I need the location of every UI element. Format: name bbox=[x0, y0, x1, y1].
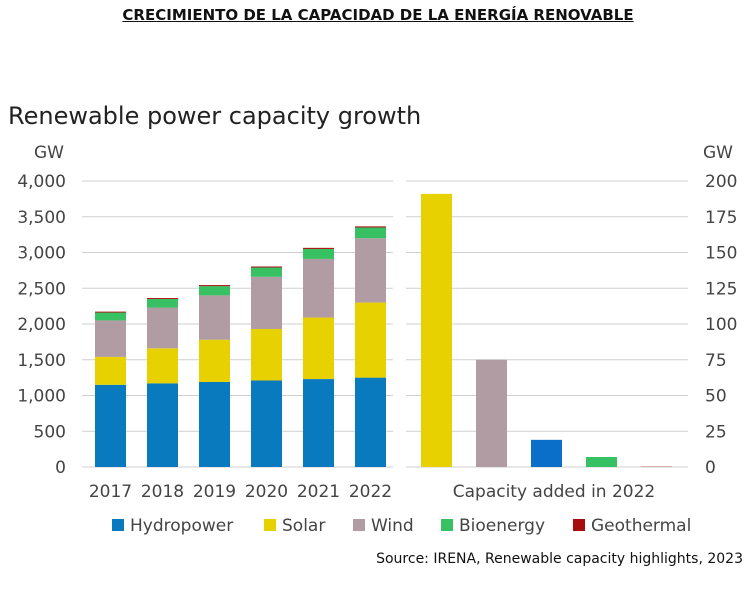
bar-solar-2021 bbox=[303, 317, 334, 380]
stacked-bars bbox=[95, 226, 386, 467]
year-label: 2019 bbox=[193, 482, 236, 502]
bar-hydropower-2020 bbox=[251, 380, 282, 467]
bar-hydropower-2017 bbox=[95, 384, 126, 467]
bar-geothermal-2020 bbox=[251, 266, 282, 268]
year-labels: 2017 2018 2019 2020 2021 2022 bbox=[89, 482, 392, 502]
right-y-tick-label: 75 bbox=[705, 351, 727, 371]
added-bar-bioenergy bbox=[586, 456, 617, 467]
year-label: 2022 bbox=[349, 482, 392, 502]
year-label: 2017 bbox=[89, 482, 132, 502]
bar-geothermal-2019 bbox=[199, 285, 230, 287]
bar-geothermal-2021 bbox=[303, 247, 334, 249]
bar-wind-2020 bbox=[251, 276, 282, 330]
right-y-tick-label: 175 bbox=[705, 208, 737, 228]
left-y-tick-label: 4,000 bbox=[17, 172, 66, 192]
bar-wind-2021 bbox=[303, 258, 334, 318]
right-y-tick-label: 125 bbox=[705, 279, 737, 299]
left-y-tick-label: 0 bbox=[55, 458, 66, 478]
bar-solar-2018 bbox=[147, 348, 178, 384]
bar-bioenergy-2020 bbox=[251, 267, 282, 277]
bar-wind-2022 bbox=[355, 238, 386, 303]
added-bar-wind bbox=[476, 359, 507, 467]
right-axis-label: Capacity added in 2022 bbox=[453, 482, 656, 502]
year-label: 2021 bbox=[297, 482, 340, 502]
right-y-tick-label: 200 bbox=[705, 172, 737, 192]
right-y-tick-label: 150 bbox=[705, 244, 737, 264]
left-y-ticks: 0 500 1,000 1,500 2,000 2,500 3,000 3,500 4,000 bbox=[17, 172, 66, 478]
bar-wind-2018 bbox=[147, 307, 178, 349]
bar-geothermal-2017 bbox=[95, 311, 126, 313]
added-bar-solar bbox=[421, 193, 452, 467]
bar-solar-2020 bbox=[251, 329, 282, 381]
left-y-tick-label: 3,500 bbox=[17, 208, 66, 228]
bar-solar-2017 bbox=[95, 356, 126, 385]
left-y-tick-label: 3,000 bbox=[17, 244, 66, 264]
left-y-tick-label: 1,500 bbox=[17, 351, 66, 371]
legend-swatch-geothermal bbox=[573, 519, 585, 531]
year-label: 2020 bbox=[245, 482, 288, 502]
bar-geothermal-2022 bbox=[355, 226, 386, 228]
bar-bioenergy-2019 bbox=[199, 286, 230, 296]
legend-label-geothermal: Geothermal bbox=[591, 516, 691, 536]
bar-hydropower-2019 bbox=[199, 381, 230, 467]
legend-swatch-solar bbox=[264, 519, 276, 531]
bar-wind-2019 bbox=[199, 295, 230, 340]
left-y-tick-label: 500 bbox=[34, 422, 66, 442]
legend-swatch-wind bbox=[353, 519, 365, 531]
legend-label-bioenergy: Bioenergy bbox=[459, 516, 545, 536]
left-y-tick-label: 2,500 bbox=[17, 279, 66, 299]
year-label: 2018 bbox=[141, 482, 184, 502]
bar-solar-2019 bbox=[199, 339, 230, 382]
chart-title: Renewable power capacity growth bbox=[8, 102, 421, 130]
legend: Hydropower Solar Wind Bioenergy Geothermal bbox=[112, 516, 691, 536]
added-bars bbox=[421, 193, 672, 467]
bar-bioenergy-2021 bbox=[303, 248, 334, 259]
left-y-tick-label: 2,000 bbox=[17, 315, 66, 335]
legend-label-hydropower: Hydropower bbox=[130, 516, 233, 536]
bar-wind-2017 bbox=[95, 320, 126, 357]
bar-solar-2022 bbox=[355, 302, 386, 378]
right-y-tick-label: 50 bbox=[705, 387, 727, 407]
source-note: Source: IRENA, Renewable capacity highli… bbox=[376, 551, 743, 567]
right-y-tick-label: 0 bbox=[705, 458, 716, 478]
left-axis-unit: GW bbox=[34, 143, 64, 163]
right-y-ticks: 0 25 50 75 100 125 150 175 200 bbox=[705, 172, 737, 478]
bar-geothermal-2018 bbox=[147, 298, 178, 299]
legend-label-solar: Solar bbox=[282, 516, 325, 536]
bar-hydropower-2018 bbox=[147, 383, 178, 467]
legend-label-wind: Wind bbox=[371, 516, 414, 536]
right-y-tick-label: 25 bbox=[705, 422, 727, 442]
bar-bioenergy-2017 bbox=[95, 312, 126, 321]
left-gridlines bbox=[82, 180, 393, 468]
bar-hydropower-2021 bbox=[303, 379, 334, 467]
right-y-tick-label: 100 bbox=[705, 315, 737, 335]
left-y-tick-label: 1,000 bbox=[17, 387, 66, 407]
legend-swatch-hydropower bbox=[112, 519, 124, 531]
legend-swatch-bioenergy bbox=[441, 519, 453, 531]
bar-hydropower-2022 bbox=[355, 377, 386, 467]
page-title: CRECIMIENTO DE LA CAPACIDAD DE LA ENERGÍ… bbox=[122, 6, 634, 24]
added-bar-hydropower bbox=[531, 439, 562, 467]
right-axis-unit: GW bbox=[703, 143, 733, 163]
bar-bioenergy-2022 bbox=[355, 227, 386, 239]
bar-bioenergy-2018 bbox=[147, 298, 178, 308]
